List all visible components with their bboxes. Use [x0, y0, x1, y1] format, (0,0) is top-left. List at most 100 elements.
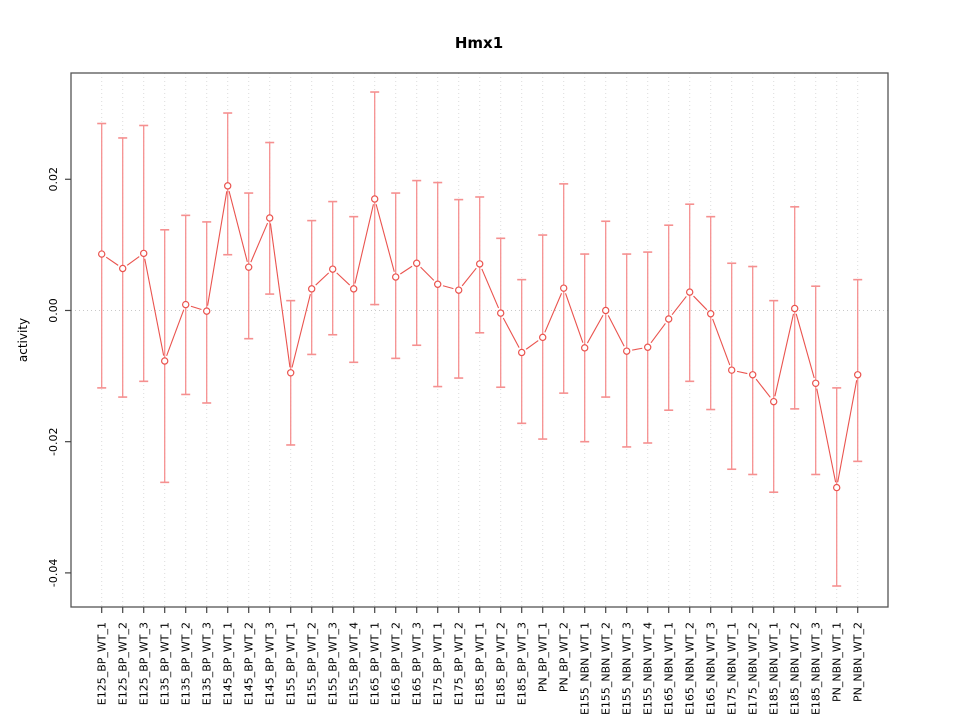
- series-segment: [291, 294, 311, 368]
- data-point: [223, 182, 232, 190]
- x-tick-label: E185_NBN_WT_2: [789, 622, 802, 715]
- series-segment: [442, 285, 454, 290]
- x-tick-label: E135_BP_WT_2: [180, 622, 193, 705]
- data-point: [644, 343, 652, 351]
- series-segment: [544, 293, 563, 333]
- x-tick-label: E175_NBN_WT_1: [726, 622, 739, 715]
- data-point: [350, 285, 358, 293]
- x-tick-label: E155_NBN_WT_4: [642, 622, 655, 715]
- data-point: [287, 369, 295, 377]
- data-point: [518, 348, 526, 357]
- series-segment: [525, 340, 539, 350]
- x-tick-label: E185_BP_WT_2: [495, 622, 508, 705]
- series-segment: [315, 272, 330, 286]
- x-tick-label: E145_BP_WT_1: [222, 622, 235, 705]
- x-tick-label: PN_NBN_WT_1: [831, 622, 844, 702]
- data-point: [202, 307, 211, 315]
- series-segment: [816, 388, 837, 483]
- x-tick-label: E175_BP_WT_2: [453, 622, 466, 705]
- data-point: [97, 250, 106, 258]
- x-tick-label: E165_BP_WT_2: [390, 622, 403, 705]
- data-point: [118, 264, 127, 273]
- data-point: [139, 249, 148, 258]
- data-point: [581, 344, 589, 352]
- series-segment: [250, 222, 269, 263]
- data-point: [392, 273, 400, 281]
- data-point: [539, 333, 547, 342]
- data-point: [749, 371, 757, 379]
- chart-title: Hmx1: [455, 34, 503, 52]
- series-segment: [632, 347, 643, 351]
- x-tick-label: E175_BP_WT_1: [432, 622, 445, 705]
- x-tick-label: E185_BP_WT_1: [474, 622, 487, 705]
- data-point: [434, 280, 442, 288]
- y-tick-label: -0.04: [47, 559, 60, 587]
- x-tick-label: E165_NBN_WT_3: [705, 622, 718, 715]
- series-segment: [207, 191, 228, 306]
- x-tick-label: E155_NBN_WT_3: [621, 622, 634, 715]
- series-segment: [607, 315, 625, 347]
- x-tick-label: E165_NBN_WT_1: [663, 622, 676, 715]
- series-segment: [837, 380, 858, 483]
- data-point: [497, 309, 505, 317]
- x-tick-label: E125_BP_WT_1: [96, 622, 109, 705]
- x-tick-label: E185_NBN_WT_3: [810, 622, 823, 715]
- y-axis-title: activity: [16, 318, 30, 362]
- data-point: [791, 304, 799, 313]
- series-segment: [461, 267, 477, 287]
- data-point: [181, 300, 190, 309]
- y-tick-label: -0.02: [47, 427, 60, 455]
- series-segment: [712, 318, 731, 366]
- x-tick-label: PN_BP_WT_1: [537, 622, 550, 692]
- data-point: [160, 357, 169, 365]
- series-segment: [126, 256, 140, 266]
- data-point: [770, 397, 778, 406]
- series-segment: [399, 265, 413, 275]
- data-point: [812, 379, 820, 387]
- data-point: [476, 260, 484, 268]
- x-tick-label: E155_NBN_WT_1: [579, 622, 592, 715]
- data-point-layer: [97, 182, 862, 492]
- series-segment: [795, 313, 815, 379]
- series-segment: [774, 313, 795, 397]
- x-tick-label: E155_NBN_WT_2: [600, 622, 613, 715]
- data-point: [623, 347, 631, 355]
- error-bar-layer: [97, 91, 863, 587]
- data-point: [854, 371, 862, 379]
- x-tick-label: E155_BP_WT_2: [306, 622, 319, 705]
- data-point: [455, 286, 463, 294]
- x-tick-label: E145_BP_WT_3: [264, 622, 277, 705]
- series-segment: [269, 223, 291, 368]
- x-tick-label: E185_NBN_WT_1: [768, 622, 781, 715]
- x-tick-label: E145_BP_WT_2: [243, 622, 256, 705]
- x-tick-label: E125_BP_WT_3: [138, 622, 151, 705]
- grid-layer: [71, 73, 888, 607]
- data-point: [308, 285, 316, 293]
- series-segment: [693, 295, 708, 311]
- y-tick-label: 0.02: [47, 167, 60, 192]
- y-tick-label: 0.00: [47, 298, 60, 323]
- series-segment: [502, 317, 520, 348]
- data-point: [329, 265, 337, 273]
- series-segment: [190, 305, 202, 311]
- data-point: [560, 284, 568, 292]
- x-tick-label: E165_BP_WT_1: [369, 622, 382, 705]
- series-segment: [336, 272, 351, 286]
- series-segment: [755, 378, 771, 398]
- axis-layer: 0.02 0.00 -0.02 -0.04 E125_BP_WT_1 E125_BP_WT…: [47, 167, 865, 715]
- series-segment: [228, 191, 248, 262]
- x-tick-label: E185_BP_WT_3: [516, 622, 529, 705]
- series-segment: [354, 204, 374, 284]
- data-point: [371, 195, 379, 203]
- data-point: [707, 310, 715, 318]
- x-tick-label: E165_NBN_WT_2: [684, 622, 697, 715]
- x-tick-label: E155_BP_WT_4: [348, 622, 361, 705]
- x-tick-label: E175_NBN_WT_2: [747, 622, 760, 715]
- x-tick-label: PN_BP_WT_2: [558, 622, 571, 692]
- x-tick-label: E125_BP_WT_2: [117, 622, 130, 705]
- series-segment: [565, 293, 584, 343]
- data-point: [413, 259, 421, 267]
